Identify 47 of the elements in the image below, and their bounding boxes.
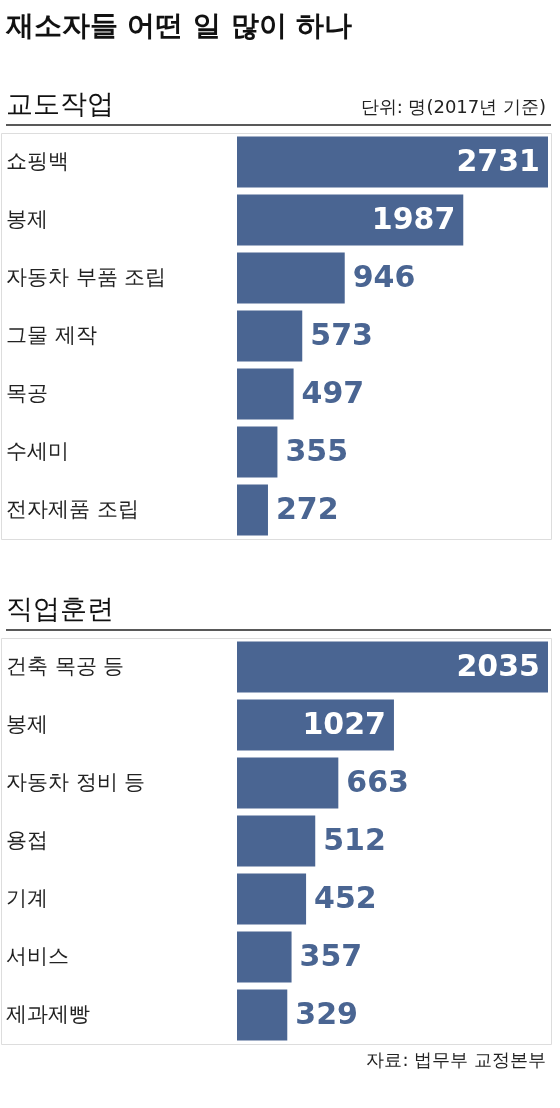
- bar: [237, 989, 288, 1041]
- bar: [237, 699, 394, 751]
- data-label: 497: [301, 375, 365, 410]
- y-tick-label: 용접: [6, 828, 48, 852]
- bar: [237, 310, 303, 362]
- bar: [237, 641, 548, 693]
- bar: [237, 368, 294, 420]
- bar: [237, 136, 548, 188]
- data-label: 452: [314, 880, 377, 915]
- data-label: 2731: [456, 143, 540, 178]
- y-tick-label: 쇼핑백: [6, 149, 69, 173]
- data-label: 512: [323, 822, 386, 857]
- bar: [237, 873, 307, 925]
- text: 단위: 명(2017년 기준): [360, 96, 546, 117]
- chart-title: 재소자들 어떤 일 많이 하나: [4, 8, 353, 42]
- bar: [237, 484, 268, 536]
- data-label: 1987: [371, 201, 456, 236]
- text: 자료: 법무부 교정본부: [366, 1049, 546, 1070]
- data-label: 272: [275, 491, 339, 526]
- bar: [237, 815, 316, 867]
- y-tick-label: 전자제품 조립: [6, 497, 139, 521]
- y-tick-label: 목공: [6, 381, 48, 405]
- y-tick-label: 제과제빵: [6, 1002, 90, 1026]
- bar: [237, 931, 292, 983]
- data-label: 1027: [302, 706, 386, 741]
- y-tick-label: 기계: [6, 886, 48, 910]
- chart-subtitle: 직업훈련: [6, 593, 114, 624]
- data-label: 663: [346, 764, 409, 799]
- data-label: 573: [310, 317, 373, 352]
- bar: [237, 426, 278, 478]
- bar: [237, 194, 464, 246]
- y-tick-label: 봉제: [6, 207, 48, 231]
- y-tick-label: 자동차 정비 등: [6, 770, 146, 794]
- bar: [237, 757, 339, 809]
- data-label: 329: [295, 996, 358, 1031]
- y-tick-label: 그물 제작: [6, 323, 97, 347]
- bar: [237, 252, 345, 304]
- y-tick-label: 봉제: [6, 712, 48, 736]
- data-label: 946: [352, 259, 416, 294]
- y-tick-label: 수세미: [6, 439, 69, 463]
- data-label: 355: [285, 433, 349, 468]
- y-tick-label: 자동차 부품 조립: [6, 265, 167, 289]
- y-tick-label: 건축 목공 등: [6, 654, 125, 678]
- data-label: 2035: [456, 648, 540, 683]
- data-label: 357: [299, 938, 363, 973]
- y-tick-label: 서비스: [6, 944, 69, 968]
- chart-subtitle: 교도작업: [6, 88, 114, 119]
